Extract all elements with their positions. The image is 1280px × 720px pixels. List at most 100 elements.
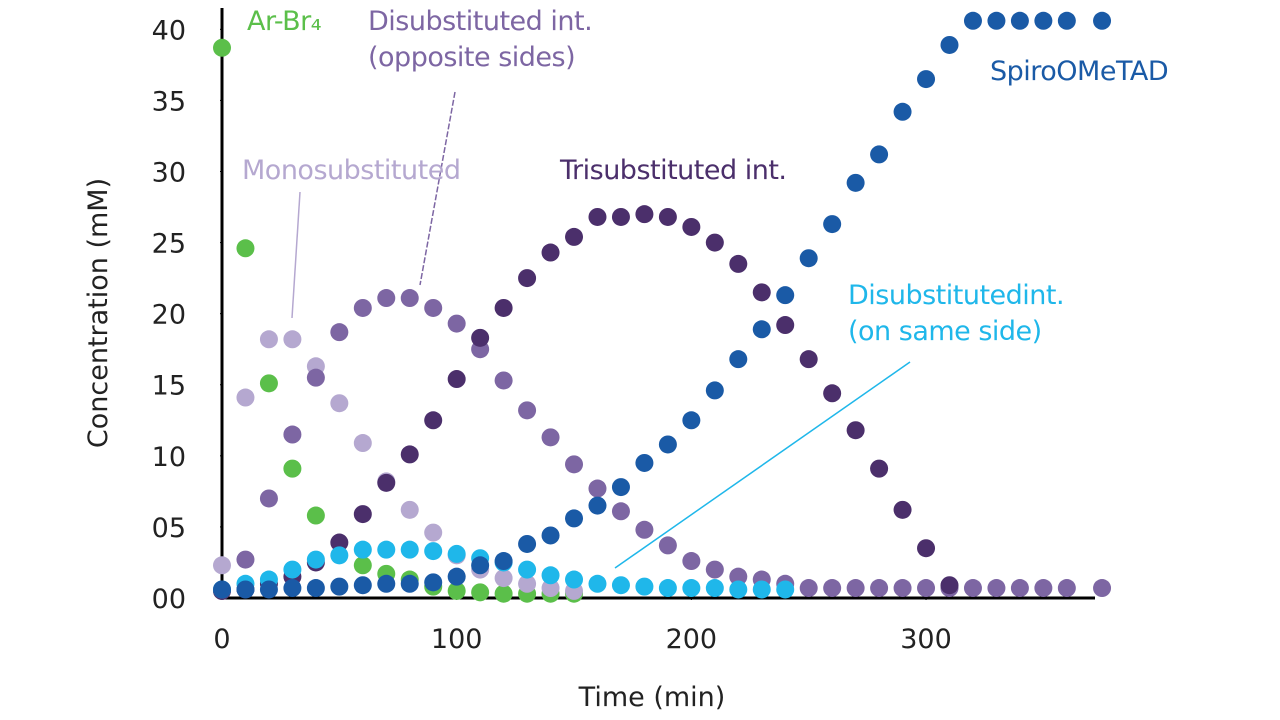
data-point [259,330,278,349]
data-point [471,328,490,347]
data-point [518,269,537,288]
data-point [987,11,1006,30]
x-tick-label: 200 [666,624,718,655]
data-point [658,207,677,226]
data-point [611,478,630,497]
data-point [635,577,654,596]
data-point [729,580,748,599]
data-point [306,550,325,569]
data-point [963,11,982,30]
data-point [541,579,560,598]
data-point [541,566,560,585]
data-point [400,445,419,464]
y-tick-label: 10 [152,442,186,473]
data-point [823,215,842,234]
x-tick-label: 100 [431,624,483,655]
data-point [353,505,372,524]
data-point [588,207,607,226]
data-point [447,314,466,333]
data-point [306,506,325,525]
leader-line [614,361,911,569]
data-point [729,350,748,369]
data-point [917,539,936,558]
data-point [870,459,889,478]
data-point [846,173,865,192]
data-point [611,207,630,226]
data-point [400,289,419,308]
data-point [424,573,443,592]
data-point [259,374,278,393]
data-point [283,560,302,579]
data-point [940,35,959,54]
data-point [494,298,513,317]
data-point [213,38,231,57]
y-tick-label: 15 [152,371,186,402]
data-point [283,330,302,349]
data-point [213,556,231,575]
data-point [330,533,349,552]
data-point [1010,579,1029,598]
data-point [635,453,654,472]
data-point [729,567,748,586]
data-point [518,534,537,553]
data-point [1057,11,1076,30]
data-point [682,411,701,430]
data-point [846,579,865,598]
data-point [1093,11,1112,30]
data-point [424,411,443,430]
data-point [377,473,396,492]
series-label: SpiroOMeTAD [990,56,1169,87]
data-point [447,567,466,586]
data-point [1093,579,1112,598]
data-point [400,540,419,559]
data-point [658,435,677,454]
data-point [259,580,278,599]
data-point [1034,579,1053,598]
data-point [917,70,936,89]
data-point [799,579,818,598]
data-point [377,574,396,593]
data-point [565,570,584,589]
data-point [1057,579,1076,598]
data-point [940,576,959,595]
data-point [705,560,724,579]
data-point [705,233,724,252]
data-point [306,368,325,387]
y-axis-title: Concentration (mM) [83,178,114,448]
data-point [494,371,513,390]
data-point [283,459,302,478]
data-point [541,526,560,545]
y-tick-label: 40 [152,15,186,46]
data-point [729,254,748,273]
data-point [330,394,349,413]
data-point [471,556,490,575]
data-point [705,381,724,400]
data-point [893,102,912,121]
data-point [330,546,349,565]
x-tick-label: 0 [213,624,230,655]
data-point [565,455,584,474]
data-point [752,283,771,302]
data-point [541,428,560,447]
leader-line [291,191,301,319]
data-point [682,552,701,571]
data-point [236,388,255,407]
data-point [494,569,513,588]
data-point [541,243,560,262]
data-point [917,579,936,598]
data-point [870,579,889,598]
data-point [588,574,607,593]
data-point [424,542,443,561]
data-point [776,286,795,305]
data-point [893,579,912,598]
data-point [377,289,396,308]
data-point [447,544,466,563]
y-tick-label: 30 [152,157,186,188]
data-point [846,421,865,440]
data-point [259,489,278,508]
data-point [1010,11,1029,30]
series-label: Ar-Br₄ [247,6,322,37]
data-point [377,540,396,559]
data-point [236,239,255,258]
